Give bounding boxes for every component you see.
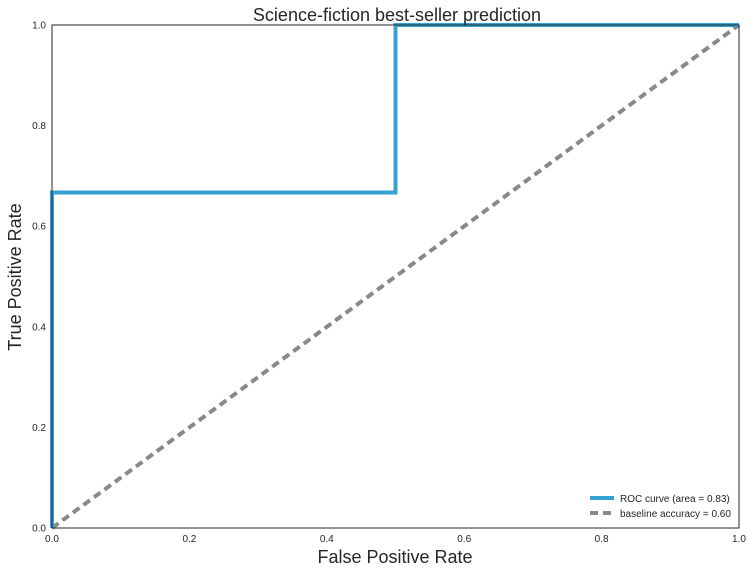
legend-label-roc: ROC curve (area = 0.83) bbox=[620, 494, 730, 505]
x-tick-label: 0.8 bbox=[595, 534, 609, 545]
y-axis-label: True Positive Rate bbox=[5, 203, 25, 350]
x-axis-ticks: 0.0 0.2 0.4 0.6 0.8 1.0 bbox=[45, 534, 746, 545]
y-axis-ticks: 0.0 0.2 0.4 0.6 0.8 1.0 bbox=[32, 21, 46, 535]
baseline-line bbox=[50, 23, 741, 530]
legend: ROC curve (area = 0.83) baseline accurac… bbox=[590, 494, 731, 520]
x-tick-label: 0.4 bbox=[320, 534, 334, 545]
y-tick-label: 0.8 bbox=[32, 121, 46, 132]
x-tick-label: 0.2 bbox=[182, 534, 196, 545]
plot-frame bbox=[51, 24, 740, 529]
chart-title: Science-fiction best-seller prediction bbox=[253, 5, 541, 25]
x-axis-label: False Positive Rate bbox=[317, 547, 472, 567]
y-tick-label: 0.2 bbox=[32, 423, 46, 434]
y-tick-label: 0.0 bbox=[32, 524, 46, 535]
x-tick-label: 1.0 bbox=[732, 534, 746, 545]
x-tick-label: 0.0 bbox=[45, 534, 59, 545]
legend-label-baseline: baseline accuracy = 0.60 bbox=[620, 509, 731, 520]
y-tick-label: 1.0 bbox=[32, 21, 46, 32]
y-tick-label: 0.6 bbox=[32, 222, 46, 233]
x-tick-label: 0.6 bbox=[457, 534, 471, 545]
y-tick-label: 0.4 bbox=[32, 322, 46, 333]
